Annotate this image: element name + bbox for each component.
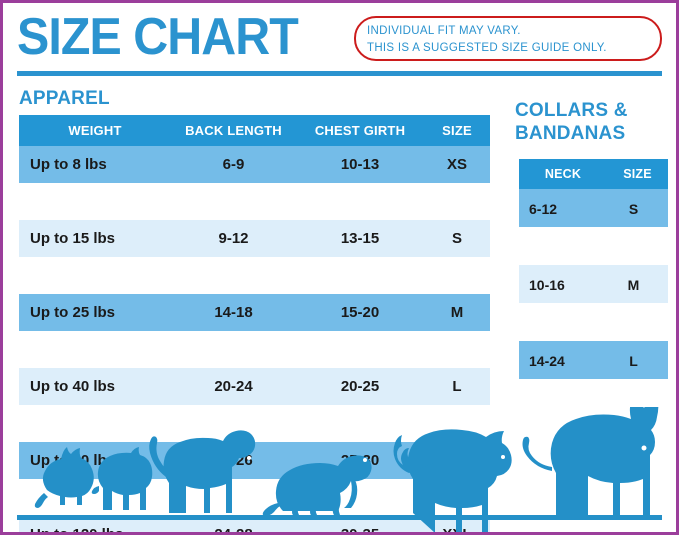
column-header-chest-girth: CHEST GIRTH [296,115,424,146]
dog-size-illustration [3,407,676,532]
row-divider [19,405,490,442]
dog-silhouettes-svg [17,407,662,532]
row-divider [19,183,490,220]
cell-back-length: 20-24 [171,368,296,405]
collars-size-table: NECK SIZE 6-12 S 10-16 M 14-24 L [519,159,668,379]
collars-section-heading: COLLARS & BANDANAS [515,100,628,144]
table-row: Up to 8 lbs 6-9 10-13 XS [19,146,490,183]
cell-size: M [607,265,668,303]
table-row: 14-24 L [519,341,668,379]
table-row: 10-16 M [519,265,668,303]
column-header-weight: WEIGHT [19,115,171,146]
cell-weight: Up to 40 lbs [19,368,171,405]
cell-size: XS [424,146,490,183]
column-header-back-length: BACK LENGTH [171,115,296,146]
dog-pug-icon [91,447,153,510]
cell-neck: 10-16 [519,265,607,303]
collars-table-body: 6-12 S 10-16 M 14-24 L [519,189,668,379]
cell-size: L [607,341,668,379]
dog-great-dane-icon [522,407,659,517]
apparel-table-header: WEIGHT BACK LENGTH CHEST GIRTH SIZE [19,115,490,146]
cell-back-length: 14-18 [171,294,296,331]
table-row: Up to 40 lbs 20-24 20-25 L [19,368,490,405]
header: SIZE CHART INDIVIDUAL FIT MAY VARY. THIS… [3,3,676,81]
collars-table-header: NECK SIZE [519,159,668,189]
row-divider [19,257,490,294]
table-header-row: WEIGHT BACK LENGTH CHEST GIRTH SIZE [19,115,490,146]
cell-size: S [607,189,668,227]
cell-chest-girth: 13-15 [296,220,424,257]
disclaimer-line-1: INDIVIDUAL FIT MAY VARY. [367,25,521,37]
page-title: SIZE CHART [17,8,299,66]
cell-weight: Up to 15 lbs [19,220,171,257]
cell-back-length: 6-9 [171,146,296,183]
row-divider [519,227,668,265]
title-underline-rule [17,71,662,76]
row-divider [19,331,490,368]
cell-weight: Up to 8 lbs [19,146,171,183]
cell-size: M [424,294,490,331]
cell-size: S [424,220,490,257]
table-row: Up to 15 lbs 9-12 13-15 S [19,220,490,257]
cell-size: L [424,368,490,405]
row-divider [519,303,668,341]
table-header-row: NECK SIZE [519,159,668,189]
disclaimer-text: INDIVIDUAL FIT MAY VARY. THIS IS A SUGGE… [367,23,607,57]
dog-husky-icon [393,429,512,532]
cell-neck: 14-24 [519,341,607,379]
dog-cocker-spaniel-icon [262,455,372,516]
dog-labrador-icon [149,430,256,513]
apparel-section-heading: APPAREL [19,88,110,109]
column-header-size: SIZE [424,115,490,146]
table-row: Up to 25 lbs 14-18 15-20 M [19,294,490,331]
cell-neck: 6-12 [519,189,607,227]
row-divider [19,479,490,516]
cell-weight: Up to 25 lbs [19,294,171,331]
cell-chest-girth: 20-25 [296,368,424,405]
dog-pomeranian-icon [34,447,94,508]
disclaimer-callout: INDIVIDUAL FIT MAY VARY. THIS IS A SUGGE… [354,16,662,61]
column-header-neck: NECK [519,159,607,189]
ground-line-icon [17,515,662,520]
table-row: 6-12 S [519,189,668,227]
cell-chest-girth: 15-20 [296,294,424,331]
cell-chest-girth: 10-13 [296,146,424,183]
cell-back-length: 9-12 [171,220,296,257]
column-header-size: SIZE [607,159,668,189]
disclaimer-line-2: THIS IS A SUGGESTED SIZE GUIDE ONLY. [367,42,607,54]
